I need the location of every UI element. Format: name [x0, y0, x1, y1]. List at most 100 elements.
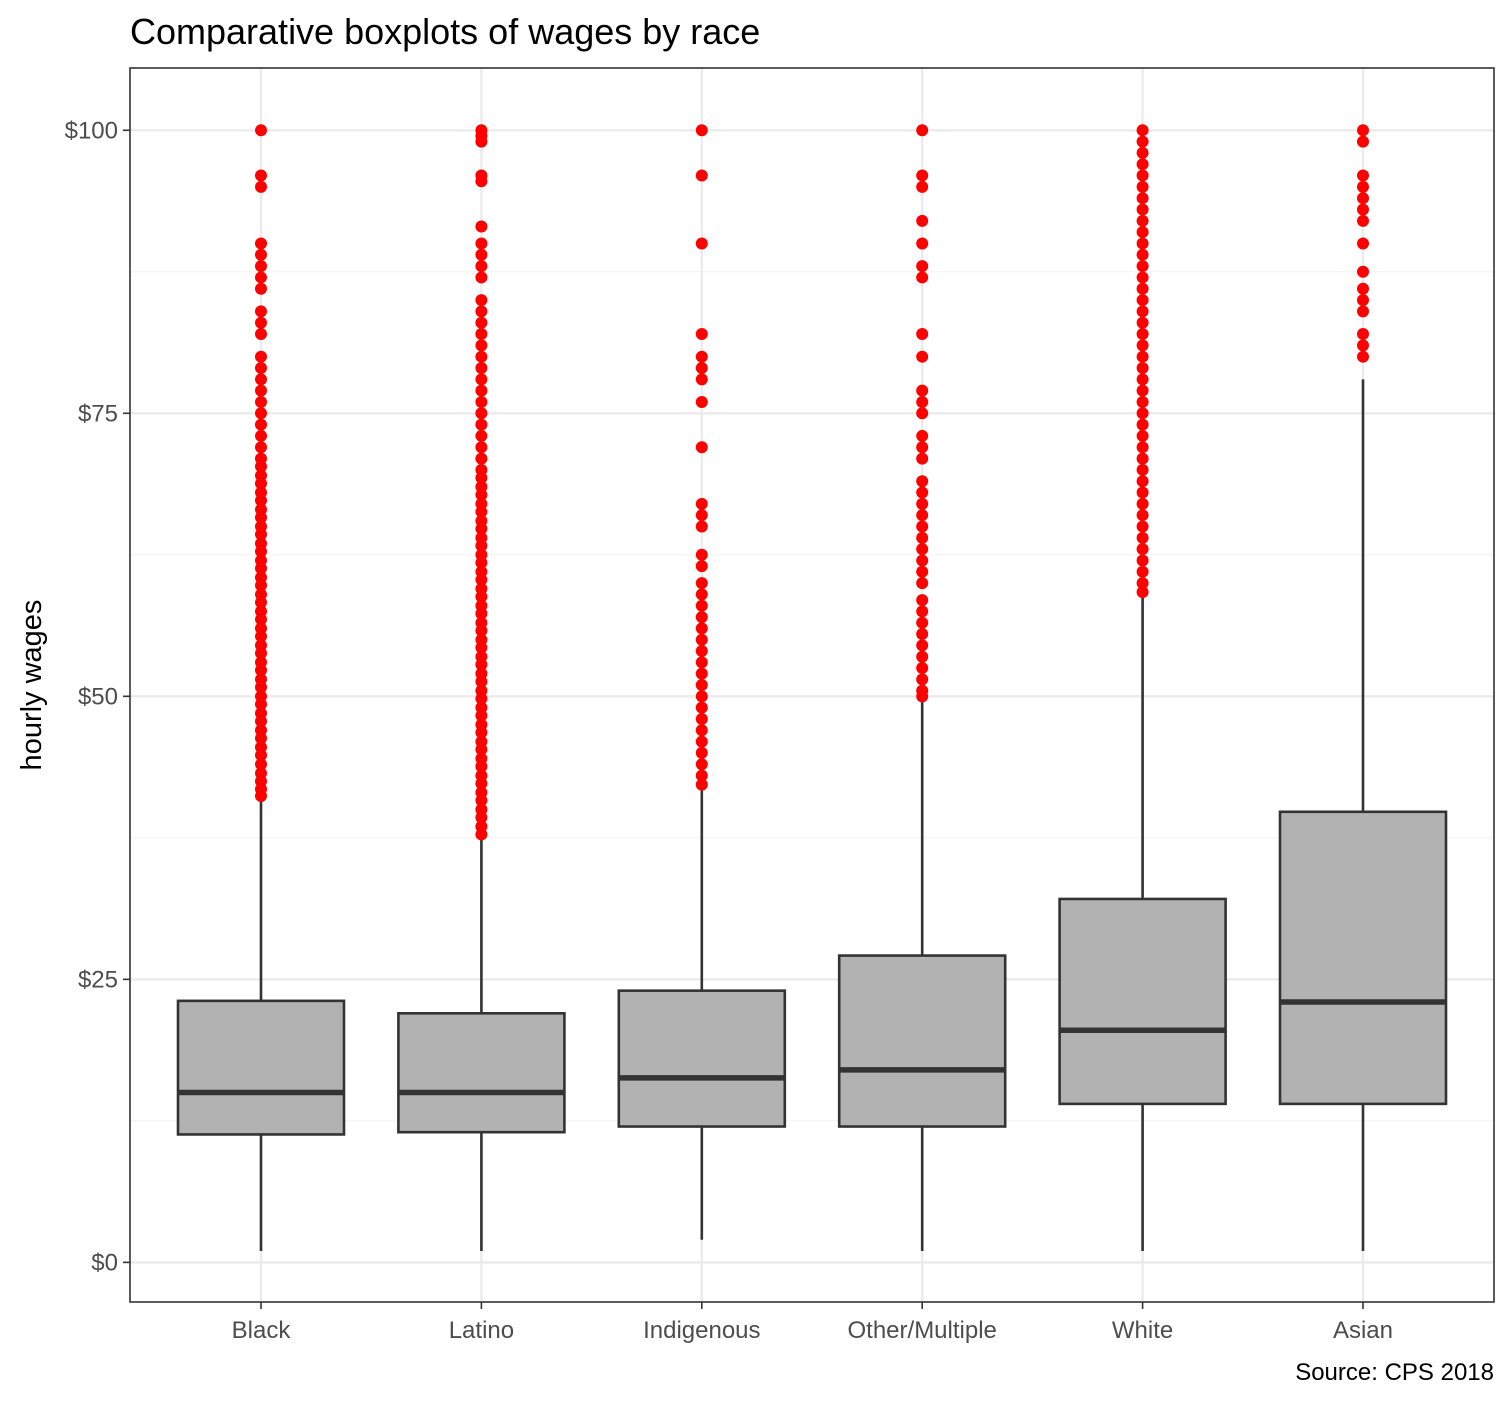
outlier-point	[255, 395, 267, 408]
outlier-point	[916, 180, 929, 193]
outlier-point	[695, 441, 708, 454]
x-tick-label: Asian	[1333, 1317, 1393, 1344]
outlier-point	[475, 684, 488, 697]
outlier-point	[255, 605, 267, 618]
outlier-point	[1357, 169, 1369, 182]
chart-title: Comparative boxplots of wages by race	[130, 11, 760, 52]
outlier-point	[916, 407, 929, 420]
outlier-point	[1136, 203, 1149, 216]
outlier-point	[1136, 135, 1149, 148]
outlier-point	[1136, 260, 1149, 273]
outlier-point	[475, 667, 488, 680]
outlier-point	[916, 169, 929, 182]
outlier-point	[475, 735, 488, 748]
outlier-point	[1136, 395, 1149, 408]
outlier-point	[255, 673, 267, 686]
outlier-point	[1136, 475, 1149, 488]
outlier-point	[255, 418, 267, 431]
outlier-point	[916, 684, 929, 697]
outlier-point	[695, 645, 708, 658]
outlier-point	[475, 514, 488, 527]
outlier-point	[916, 237, 929, 250]
outlier-point	[255, 271, 267, 284]
outlier-point	[255, 373, 267, 386]
outlier-point	[475, 565, 488, 578]
outlier-point	[916, 520, 929, 533]
outlier-point	[475, 271, 488, 284]
outlier-point	[1136, 124, 1149, 137]
outlier-point	[1357, 237, 1369, 250]
outlier-point	[255, 469, 267, 482]
outlier-point	[695, 712, 708, 725]
outlier-point	[255, 588, 267, 601]
outlier-point	[255, 282, 267, 295]
outlier-point	[1136, 384, 1149, 397]
outlier-point	[1357, 265, 1369, 278]
outlier-point	[1136, 565, 1149, 578]
outlier-point	[475, 169, 488, 182]
y-tick-label: $0	[91, 1249, 118, 1276]
x-tick-label: Latino	[449, 1317, 514, 1344]
outlier-point	[1136, 407, 1149, 420]
x-tick-label: Black	[232, 1317, 292, 1344]
chart-caption: Source: CPS 2018	[1295, 1359, 1494, 1386]
outlier-point	[916, 531, 929, 544]
outlier-point	[1136, 226, 1149, 239]
outlier-point	[695, 237, 708, 250]
outlier-point	[916, 475, 929, 488]
outlier-point	[255, 537, 267, 550]
outlier-point	[1357, 214, 1369, 227]
outlier-point	[916, 662, 929, 675]
outlier-point	[1136, 418, 1149, 431]
outlier-point	[695, 633, 708, 646]
box-iqr	[176, 999, 346, 1136]
outlier-point	[695, 124, 708, 137]
y-tick-label: $75	[78, 400, 118, 427]
y-tick-label: $25	[78, 966, 118, 993]
outlier-point	[475, 260, 488, 273]
outlier-point	[916, 214, 929, 227]
outlier-point	[255, 316, 267, 329]
outlier-point	[255, 124, 267, 137]
outlier-point	[695, 548, 708, 561]
outlier-point	[695, 667, 708, 680]
outlier-point	[695, 373, 708, 386]
outlier-point	[916, 543, 929, 556]
outlier-point	[255, 169, 267, 182]
outlier-point	[255, 503, 267, 516]
box-iqr	[1278, 810, 1448, 1106]
outlier-point	[255, 429, 267, 442]
outlier-point	[695, 520, 708, 533]
outlier-point	[695, 169, 708, 182]
outlier-point	[255, 384, 267, 397]
plot-area: $0 $25 $50 $75 $100 Black Latino Indigenous Othe…	[65, 67, 1495, 1344]
outlier-point	[475, 362, 488, 375]
outlier-point	[475, 463, 488, 476]
outlier-point	[255, 707, 267, 720]
box-iqr	[1058, 897, 1227, 1106]
outlier-point	[1357, 305, 1369, 318]
outlier-point	[1136, 248, 1149, 261]
outlier-point	[475, 395, 488, 408]
x-tick-label: White	[1112, 1317, 1173, 1344]
y-tick-label: $50	[78, 683, 118, 710]
outlier-point	[1136, 577, 1149, 590]
outlier-point	[255, 180, 267, 193]
outlier-point	[916, 628, 929, 641]
outlier-point	[695, 611, 708, 624]
outlier-point	[475, 350, 488, 363]
outlier-point	[475, 786, 488, 799]
outlier-point	[916, 616, 929, 629]
outlier-point	[475, 531, 488, 544]
outlier-point	[1136, 237, 1149, 250]
outlier-point	[1357, 282, 1369, 295]
outlier-point	[1136, 192, 1149, 205]
outlier-point	[255, 741, 267, 754]
outlier-point	[916, 260, 929, 273]
outlier-point	[255, 328, 267, 341]
outlier-point	[1357, 180, 1369, 193]
outlier-point	[916, 429, 929, 442]
outlier-point	[1136, 214, 1149, 227]
outlier-point	[475, 305, 488, 318]
outlier-point	[695, 599, 708, 612]
